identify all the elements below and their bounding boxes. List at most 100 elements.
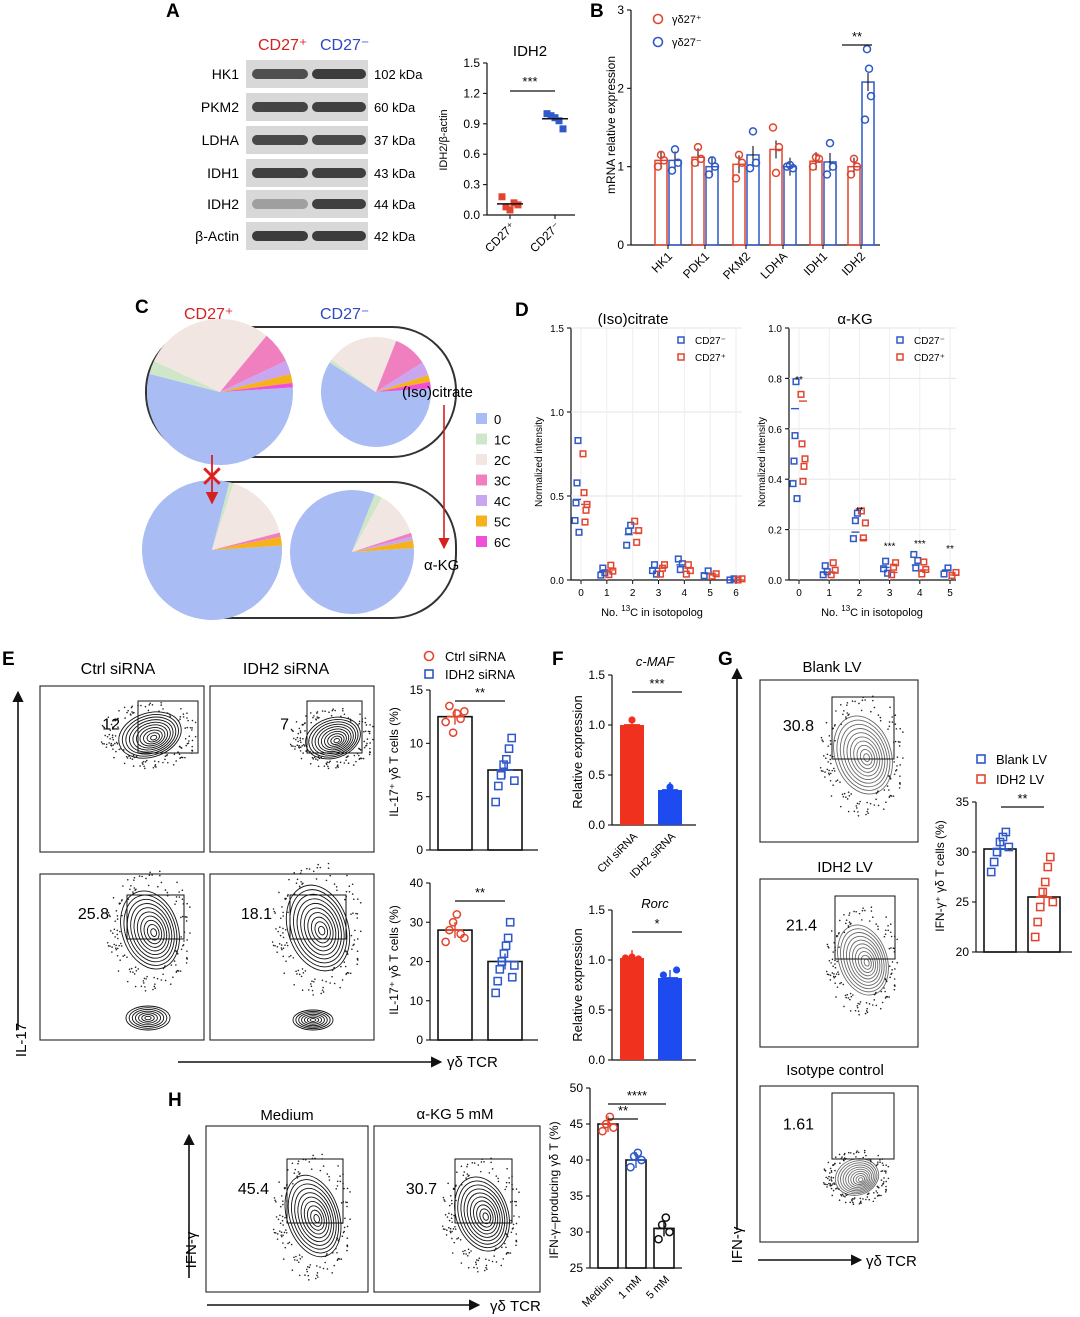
- panel-letter-d: D: [515, 300, 529, 321]
- plotD1-point: [601, 569, 609, 577]
- flow-e4-dot: [329, 874, 332, 877]
- plot-b-point: [774, 142, 784, 152]
- flow-g2-dot: [849, 998, 851, 1001]
- flow-e4-dot: [311, 980, 313, 983]
- plot-b-point: [866, 91, 876, 101]
- flow-h-yaxis: IFN-γ: [183, 1231, 200, 1268]
- flow-g3-dot: [877, 1161, 879, 1163]
- flow-g1-dot: [829, 743, 832, 745]
- flow-e3-dot: [175, 896, 178, 898]
- flow-h2-dot: [475, 1259, 478, 1261]
- plot-b-point: [673, 158, 683, 167]
- flow-e3-dot: [145, 877, 147, 880]
- plot-b-point: [846, 170, 856, 179]
- flow-g1-dot: [894, 769, 897, 772]
- flow-h2-dot: [471, 1161, 474, 1164]
- flow-col-ctrl: Ctrl siRNA: [81, 661, 156, 678]
- plotD2-legend-marker: [896, 336, 904, 344]
- flow-h1-dot: [349, 1218, 351, 1220]
- pie-slice: [153, 319, 267, 392]
- flow-e3-dot: [178, 891, 181, 893]
- flow-h2-dot: [515, 1222, 518, 1225]
- plot-b-point: [659, 156, 669, 165]
- flow-e2-dot: [321, 710, 324, 712]
- flow-e1-contour: [150, 734, 158, 741]
- flow-g1-dot: [899, 727, 901, 730]
- flow-g2-dot: [826, 973, 829, 976]
- panel-c: C CD27⁺ CD27⁻ (Iso)citrate α-KG ✕ 01C2C3…: [135, 297, 511, 620]
- flow-e3-dot: [130, 967, 133, 970]
- plot-b-sig: **: [852, 29, 862, 44]
- flow-e3-dot: [117, 970, 120, 972]
- flow-h2-dot: [509, 1252, 512, 1254]
- plot-b-point: [667, 166, 677, 175]
- flow-e2-dot: [296, 744, 299, 747]
- flow-e2-dot: [369, 724, 371, 726]
- flow-g3-dot: [865, 1198, 867, 1201]
- plotD2-point: [799, 477, 807, 485]
- flow-g3-dot: [883, 1177, 885, 1179]
- flow-g2-dot: [884, 996, 887, 999]
- flow-e2-dot: [299, 750, 302, 752]
- plotD1-point: [574, 437, 582, 445]
- flow-g3-dot: [875, 1164, 878, 1167]
- plot-h-bar: [625, 1159, 647, 1269]
- flow-e3-dot: [106, 941, 109, 944]
- flow-e4-dot: [278, 943, 281, 945]
- plot-a-ytick-label: 0.0: [463, 208, 480, 222]
- plotD1-ytick-label: 1.5: [550, 324, 564, 335]
- flow-e3-dot: [172, 976, 174, 979]
- flow-g2-dot: [856, 1004, 859, 1007]
- flow-e3-dot: [121, 914, 123, 917]
- flow-h1-dot: [275, 1200, 277, 1203]
- flow-e3-dot: [164, 965, 166, 967]
- flow-g3-dot: [882, 1181, 885, 1183]
- flow-g1-dot: [829, 740, 832, 742]
- flow-g2-dot: [837, 932, 840, 935]
- flow-g2-dot: [866, 1007, 868, 1010]
- flow-g3-dot: [843, 1152, 846, 1155]
- flow-g2-dot: [889, 976, 891, 979]
- plot-e1-sig: **: [475, 685, 485, 700]
- flow-e4-dot: [359, 930, 362, 933]
- flow-e3-contour: [144, 1015, 152, 1021]
- blot-band: [312, 135, 366, 145]
- plot-g-point: [989, 857, 999, 867]
- plot-e2-point: [510, 961, 519, 970]
- flow-e3-dot: [181, 889, 184, 892]
- flow-e1-dot: [109, 729, 112, 731]
- flow-g3-dot: [828, 1172, 831, 1174]
- blot-kda-label: 37 kDa: [374, 133, 416, 148]
- plotD2-sig: **: [795, 375, 803, 386]
- flow-e2-contour: [314, 723, 354, 754]
- flow-h1-dot: [310, 1168, 313, 1170]
- flow-e3-contour: [125, 1005, 171, 1031]
- flow-g2-dot: [832, 965, 834, 968]
- flow-e1-dot: [175, 760, 177, 762]
- flow-g3-dot: [830, 1184, 833, 1187]
- flow-e3-contour: [131, 1008, 165, 1028]
- flow-e2-dot: [364, 721, 367, 724]
- flow-e1-dot: [186, 742, 189, 745]
- pie-slice: [376, 381, 431, 392]
- flow-e3-dot: [186, 939, 188, 941]
- plotD2-xtick-label: 5: [947, 588, 953, 599]
- flow-h2-dot: [451, 1230, 453, 1233]
- flow-g3-dot: [841, 1193, 844, 1196]
- plotD2-point: [884, 569, 892, 577]
- flow-e4-dot: [306, 867, 308, 870]
- flow-g2-dot: [844, 922, 847, 925]
- plot-e2-ytick-label: 0: [416, 1033, 423, 1047]
- flow-g3-contour: [834, 1158, 880, 1196]
- plot-f2-ytick-label: 1.5: [588, 903, 605, 917]
- flow-g3-dot: [887, 1165, 890, 1168]
- flow-h2-dot: [444, 1228, 446, 1231]
- plotD1-xtick-label: 5: [707, 588, 713, 599]
- blot-protein-label: IDH2: [207, 196, 239, 212]
- flow-g2-dot: [836, 960, 838, 963]
- flow-g1-dot: [894, 714, 897, 717]
- flow-g2-dot: [889, 931, 892, 934]
- flow-e4-dot: [299, 872, 302, 874]
- flow-h1-dot: [282, 1203, 284, 1206]
- flow-e2-dot: [364, 717, 367, 719]
